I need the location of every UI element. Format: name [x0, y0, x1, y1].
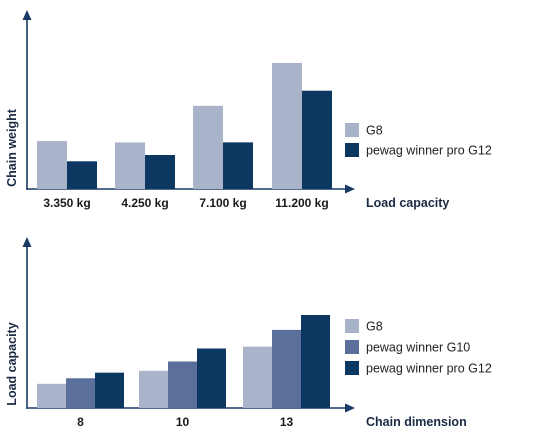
chart1-tick-label: 3.350 kg	[43, 196, 90, 210]
chart2-bar-10-series-3	[197, 348, 226, 408]
chart2-legend-swatch-3	[345, 361, 359, 375]
chart2-tick-label: 8	[77, 415, 84, 429]
chart2-legend-label-3: pewag winner pro G12	[366, 362, 492, 376]
chart1-bars	[37, 63, 332, 189]
chart1-bar-11-200-kg-series-1	[272, 63, 302, 189]
chart1-bar-7-100-kg-series-2	[223, 142, 253, 189]
chart1-tick-label: 4.250 kg	[121, 196, 168, 210]
chart2-bar-13-series-1	[243, 346, 272, 408]
chart2-tick-labels: 8 10 13	[77, 415, 293, 429]
chart1-tick-labels: 3.350 kg 4.250 kg 7.100 kg 11.200 kg	[43, 196, 328, 210]
chart1-legend-swatch-1	[345, 123, 359, 137]
chart2-x-axis-label: Chain dimension	[366, 415, 467, 429]
chart2-bar-13-series-2	[272, 329, 301, 408]
chart1-legend-label-2: pewag winner pro G12	[366, 144, 492, 158]
chart1-bar-3-350-kg-series-2	[67, 161, 97, 189]
chart1-bar-7-100-kg-series-1	[193, 105, 223, 189]
chart2-tick-label: 10	[176, 415, 190, 429]
chart1-bar-4-250-kg-series-1	[115, 142, 145, 189]
chart2-bar-13-series-3	[301, 315, 330, 408]
chart2-bar-10-series-2	[168, 361, 197, 408]
chart2-legend-label-1: G8	[366, 320, 383, 334]
chart1-bar-11-200-kg-series-2	[302, 90, 332, 189]
chart2-legend-label-2: pewag winner G10	[366, 341, 470, 355]
chart2-bars	[37, 315, 330, 408]
chart1-legend-swatch-2	[345, 143, 359, 157]
chart2-y-axis-arrow	[22, 237, 32, 247]
chart2-legend-swatch-2	[345, 340, 359, 354]
chart1-x-axis-arrow	[345, 184, 355, 194]
chart1-x-axis-label: Load capacity	[366, 196, 449, 210]
chart1-legend-label-1: G8	[366, 124, 383, 138]
chart2-bar-8-series-2	[66, 378, 95, 408]
chart2-bar-8-series-3	[95, 372, 124, 408]
chart2-legend: G8 pewag winner G10 pewag winner pro G12	[345, 319, 492, 376]
chart1-tick-label: 7.100 kg	[199, 196, 246, 210]
chart2-bar-10-series-1	[139, 370, 168, 408]
chart2-legend-swatch-1	[345, 319, 359, 333]
chart1-legend: G8 pewag winner pro G12	[345, 123, 492, 158]
chart2-tick-label: 13	[280, 415, 294, 429]
chart2-y-axis-label: Load capacity	[5, 322, 19, 405]
chart1-y-axis-label: Chain weight	[5, 108, 19, 187]
chart1-bar-4-250-kg-series-2	[145, 154, 175, 189]
chart2-bar-8-series-1	[37, 383, 66, 408]
chart1-bar-3-350-kg-series-1	[37, 141, 67, 189]
chart1-y-axis-arrow	[22, 10, 32, 20]
chart1-tick-label: 11.200 kg	[275, 196, 328, 210]
chart2-x-axis-arrow	[345, 403, 355, 413]
